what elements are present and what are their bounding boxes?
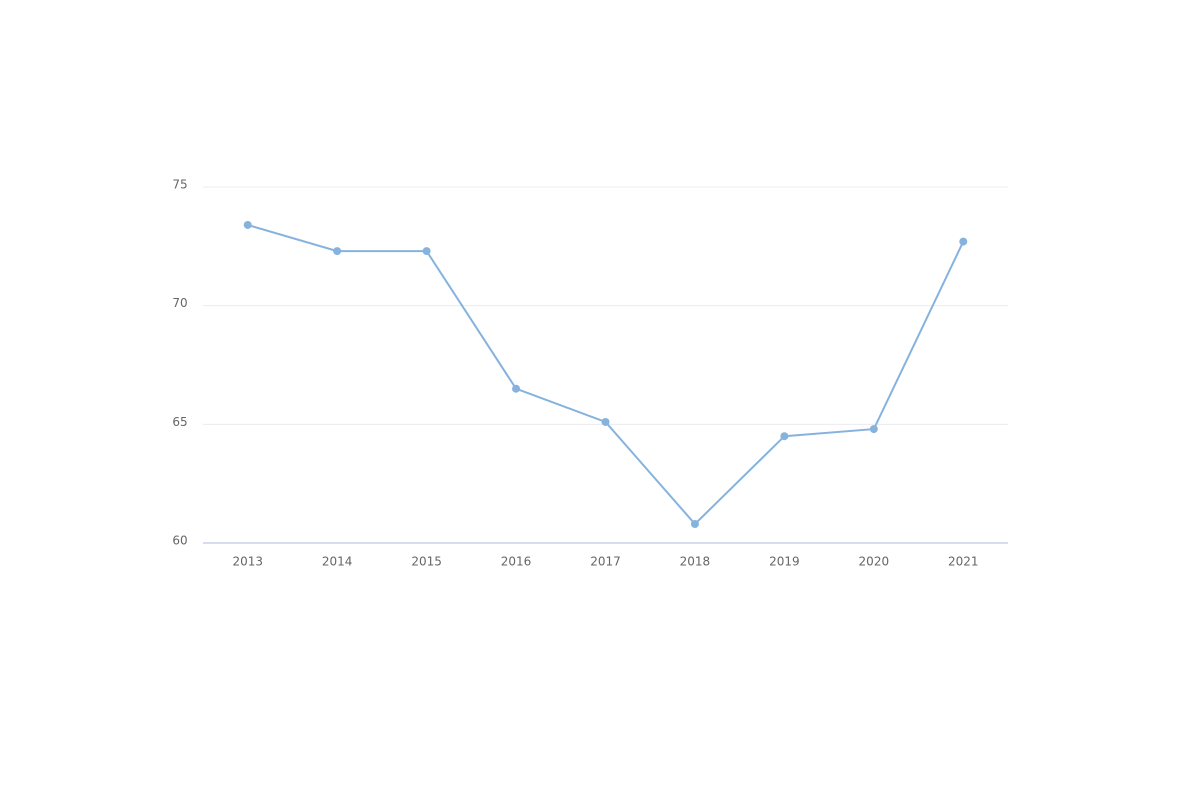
point: [243, 220, 252, 229]
point: [422, 247, 431, 256]
point: [601, 417, 610, 426]
point: [512, 384, 521, 393]
x-tick-label: 2021: [948, 555, 979, 569]
y-tick-label: 60: [172, 534, 187, 548]
y-tick-label: 65: [172, 415, 187, 429]
point: [869, 425, 878, 434]
x-tick-label: 2014: [322, 555, 353, 569]
x-tick-label: 2017: [590, 555, 621, 569]
x-tick-label: 2018: [680, 555, 711, 569]
x-tick-label: 2013: [232, 555, 263, 569]
x-tick-label: 2015: [411, 555, 442, 569]
point: [959, 237, 968, 246]
point: [690, 520, 699, 529]
x-tick-label: 2016: [501, 555, 532, 569]
y-tick-label: 70: [172, 296, 187, 310]
point: [780, 432, 789, 441]
x-tick-label: 2020: [859, 555, 890, 569]
line: [247, 224, 965, 526]
point: [333, 247, 342, 256]
y-tick-label: 75: [172, 178, 187, 192]
x-tick-label: 2019: [769, 555, 800, 569]
